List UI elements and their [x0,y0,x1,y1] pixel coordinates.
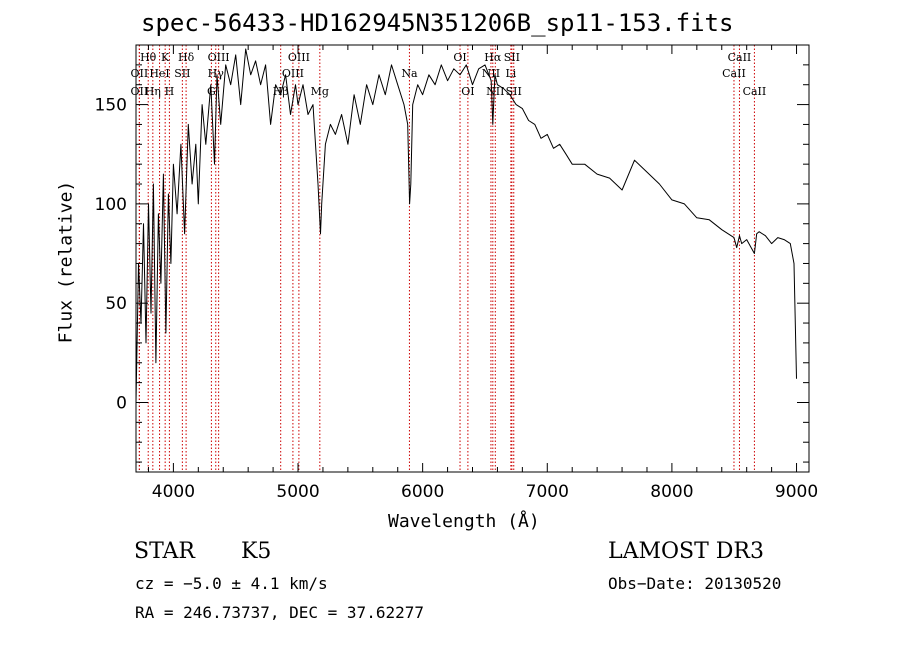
spectral-line-label: Hθ [140,51,157,64]
x-tick-label: 8000 [650,482,693,502]
spectral-line-label: Mg [311,85,329,98]
object-class: STAR [134,539,195,564]
flux-line [135,48,797,403]
spectral-line-label: Hη [145,85,161,98]
spectral-line-label: SII [506,85,522,98]
spectral-line-label: K [161,51,170,64]
redshift-value: cz = −5.0 ± 4.1 km/s [135,574,328,593]
x-tick-label: 4000 [152,482,195,502]
spectral-line-label: CaII [743,85,767,98]
subclass: K5 [241,539,272,564]
x-tick-label: 7000 [526,482,569,502]
spectral-line-label: OIII [288,51,310,64]
coordinates: RA = 246.73737, DEC = 37.62277 [135,603,424,622]
spectral-line-label: Li [505,67,516,80]
spectral-line-label: SII [504,51,520,64]
spectral-line-label: CaII [722,67,746,80]
x-tick-label: 6000 [401,482,444,502]
y-tick-label: 100 [95,195,127,215]
spectral-line-label: Na [401,67,418,80]
x-axis-label: Wavelength (Å) [388,511,540,532]
spectral-line-label: OII [131,85,149,98]
spectral-line-label: Hγ [208,67,225,80]
spectral-line-label: NII [486,85,504,98]
spectral-line-label: Hα [484,51,502,64]
spectral-line-label: OI [453,51,466,64]
y-tick-label: 50 [105,294,127,314]
flux-series [135,48,797,403]
spectral-line-label: OI [461,85,474,98]
y-axis-label: Flux (relative) [55,180,77,344]
x-tick-label: 5000 [276,482,319,502]
survey-name: LAMOST DR3 [608,539,764,564]
spectral-line-label: H [165,85,175,98]
spectral-line-label: OIII [208,51,230,64]
spectral-line-label: CaII [728,51,752,64]
y-tick-label: 150 [95,96,127,116]
obs-date: Obs−Date: 20130520 [608,574,782,593]
spectral-line-label: OII [131,67,149,80]
x-tick-label: 9000 [775,482,818,502]
spectral-line-label: G [207,85,216,98]
spectral-line-label: HeI [149,67,169,80]
spectral-line-label: OIII [282,67,304,80]
chart-title: spec-56433-HD162945N351206B_sp11-153.fit… [141,9,734,37]
spectral-line-label: Hδ [178,51,195,64]
spectral-line-label: Hβ [273,85,289,98]
spectral-line-label: SII [174,67,190,80]
plot-frame [135,44,810,473]
y-tick-label: 0 [116,393,127,413]
spectral-line-markers [138,45,755,472]
axis-ticks: 4000 5000 6000 7000 8000 9000 0 50 100 150 [95,45,818,502]
spectral-line-label: NII [482,67,500,80]
